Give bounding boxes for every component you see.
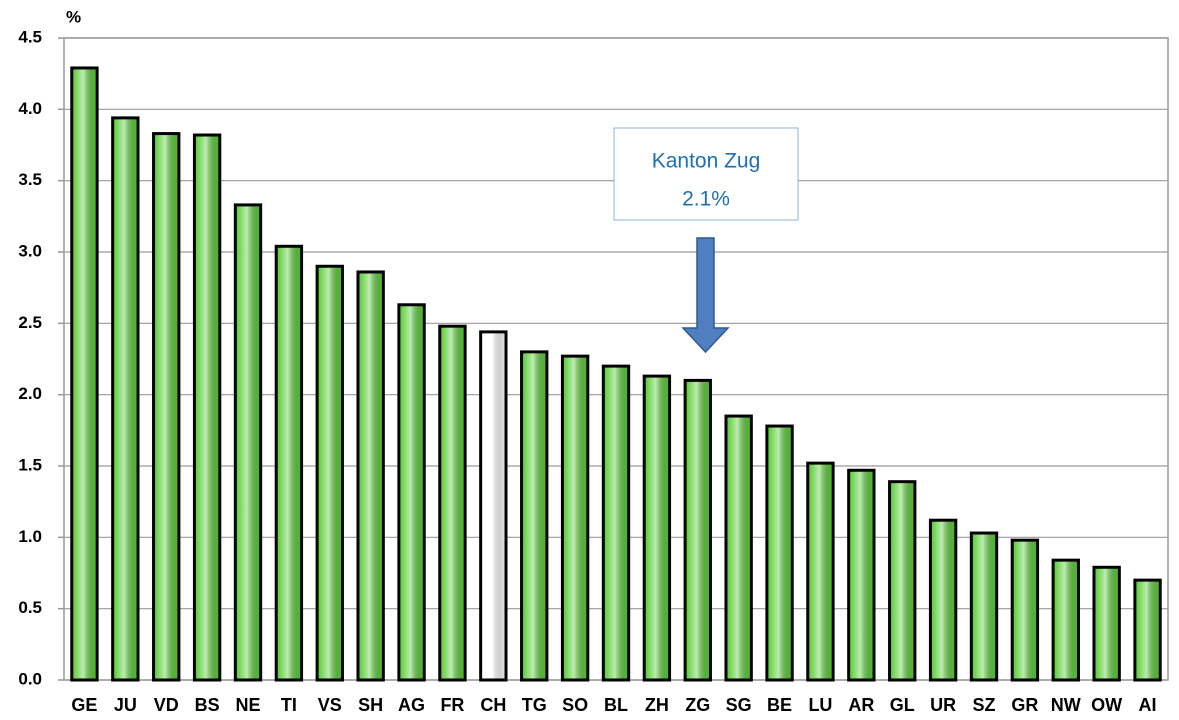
y-tick-label: 1.0 <box>18 527 42 546</box>
bar-shine <box>523 353 546 679</box>
bar-shine <box>891 483 914 679</box>
bar-shine <box>604 367 628 679</box>
x-tick-label: GR <box>1011 695 1038 715</box>
annotation-text: Kanton Zug <box>652 150 761 173</box>
x-tick-label: VS <box>318 695 342 715</box>
bar-shine <box>155 135 178 679</box>
x-tick-label: NW <box>1051 695 1081 715</box>
bar-shine <box>809 464 832 679</box>
x-tick-label: CH <box>480 695 506 715</box>
bar-shine <box>972 534 996 679</box>
x-tick-label: AI <box>1139 695 1157 715</box>
annotation-box <box>613 127 799 221</box>
bar-shine <box>482 333 505 679</box>
x-tick-label: SZ <box>972 695 995 715</box>
bar-shine <box>563 357 587 679</box>
x-tick-label: TI <box>281 695 297 715</box>
bar-shine <box>931 521 955 679</box>
y-tick-label: 4.0 <box>18 99 42 118</box>
y-tick-label: 2.0 <box>18 384 42 403</box>
y-tick-label: 1.5 <box>18 455 42 474</box>
bar-shine <box>1054 561 1077 679</box>
bar-shine <box>768 427 791 679</box>
x-tick-label: NE <box>235 695 260 715</box>
y-tick-label: 3.5 <box>18 170 42 189</box>
bar-shine <box>1095 568 1118 679</box>
x-tick-label: SH <box>358 695 383 715</box>
x-tick-label: LU <box>808 695 832 715</box>
bar-shine <box>73 69 96 679</box>
x-tick-label: SG <box>726 695 752 715</box>
y-tick-label: 2.5 <box>18 313 42 332</box>
x-tick-label: OW <box>1091 695 1122 715</box>
x-tick-label: AR <box>848 695 874 715</box>
bar-shine <box>686 381 709 679</box>
bar-shine <box>1013 541 1037 679</box>
bar-shine <box>318 267 341 679</box>
x-tick-label: VD <box>154 695 179 715</box>
y-tick-label: 0.5 <box>18 598 42 617</box>
x-tick-label: FR <box>440 695 464 715</box>
annotation-text: 2.1% <box>682 188 730 211</box>
y-tick-label: 3.0 <box>18 241 42 260</box>
x-tick-label: SO <box>562 695 588 715</box>
x-tick-label: AG <box>398 695 425 715</box>
x-tick-label: GE <box>71 695 97 715</box>
x-tick-label: UR <box>930 695 956 715</box>
bar-shine <box>727 417 750 679</box>
x-tick-label: JU <box>114 695 137 715</box>
bar-shine <box>114 119 137 679</box>
bar-shine <box>1136 581 1159 679</box>
bar-shine <box>645 377 669 679</box>
bar-shine <box>359 273 382 679</box>
y-axis-label: % <box>66 7 81 26</box>
x-tick-label: BL <box>604 695 628 715</box>
bar-shine <box>400 306 423 679</box>
bar-shine <box>277 247 301 679</box>
x-tick-label: GL <box>890 695 915 715</box>
annotation-arrow <box>681 237 730 354</box>
bar-shine <box>850 471 873 679</box>
y-tick-label: 0.0 <box>18 669 42 688</box>
x-tick-label: ZG <box>685 695 710 715</box>
x-tick-label: TG <box>522 695 547 715</box>
x-tick-label: BE <box>767 695 792 715</box>
bar-shine <box>195 136 219 679</box>
x-tick-label: ZH <box>645 695 669 715</box>
x-tick-label: BS <box>195 695 220 715</box>
bar-shine <box>236 206 260 679</box>
y-tick-label: 4.5 <box>18 27 42 46</box>
bar-shine <box>441 327 464 679</box>
